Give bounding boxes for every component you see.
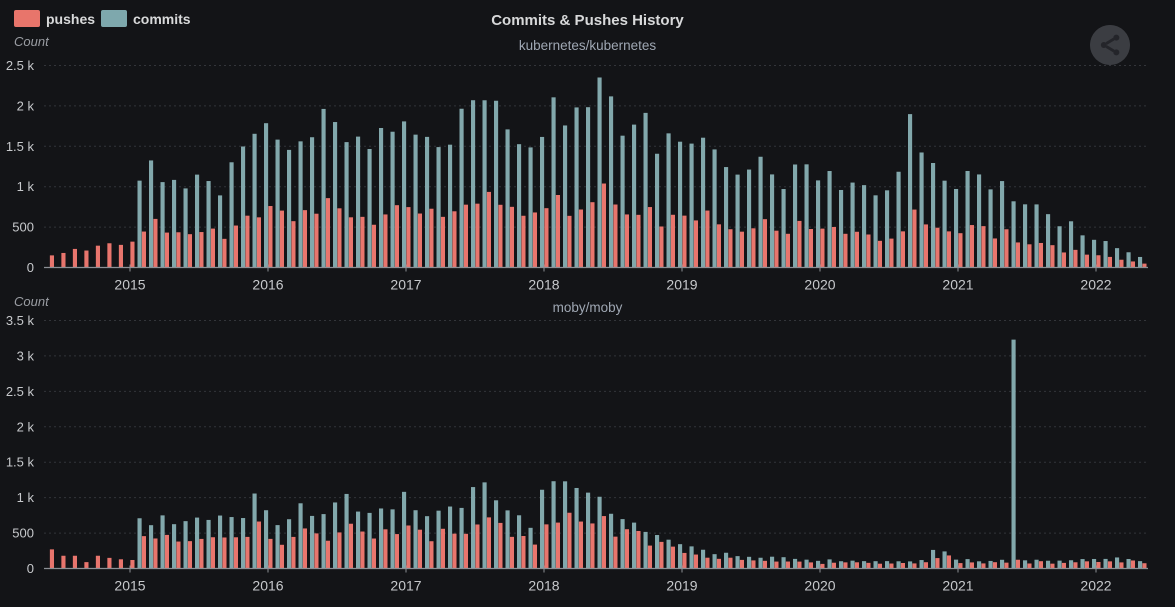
svg-text:2017: 2017 [390, 277, 421, 293]
svg-text:2020: 2020 [804, 578, 835, 594]
svg-text:2 k: 2 k [17, 98, 35, 113]
svg-text:2015: 2015 [114, 578, 145, 594]
svg-text:2019: 2019 [666, 578, 697, 594]
svg-text:0: 0 [27, 561, 34, 576]
svg-text:2016: 2016 [252, 277, 283, 293]
svg-text:1 k: 1 k [17, 490, 35, 505]
svg-text:2021: 2021 [942, 277, 973, 293]
svg-text:2020: 2020 [804, 277, 835, 293]
svg-text:3.5 k: 3.5 k [6, 313, 35, 328]
svg-text:1.5 k: 1.5 k [6, 455, 35, 470]
svg-text:500: 500 [12, 526, 34, 541]
svg-text:2018: 2018 [528, 578, 559, 594]
svg-text:2019: 2019 [666, 277, 697, 293]
svg-text:3 k: 3 k [17, 348, 35, 363]
svg-text:2.5 k: 2.5 k [6, 58, 35, 73]
svg-text:2.5 k: 2.5 k [6, 384, 35, 399]
svg-text:1 k: 1 k [17, 179, 35, 194]
svg-text:0: 0 [27, 260, 34, 275]
svg-text:500: 500 [12, 220, 34, 235]
svg-text:2017: 2017 [390, 578, 421, 594]
svg-text:2022: 2022 [1080, 277, 1111, 293]
svg-text:2 k: 2 k [17, 419, 35, 434]
svg-text:2022: 2022 [1080, 578, 1111, 594]
svg-text:2016: 2016 [252, 578, 283, 594]
svg-text:2015: 2015 [114, 277, 145, 293]
svg-text:1.5 k: 1.5 k [6, 139, 35, 154]
svg-text:2018: 2018 [528, 277, 559, 293]
svg-text:2021: 2021 [942, 578, 973, 594]
